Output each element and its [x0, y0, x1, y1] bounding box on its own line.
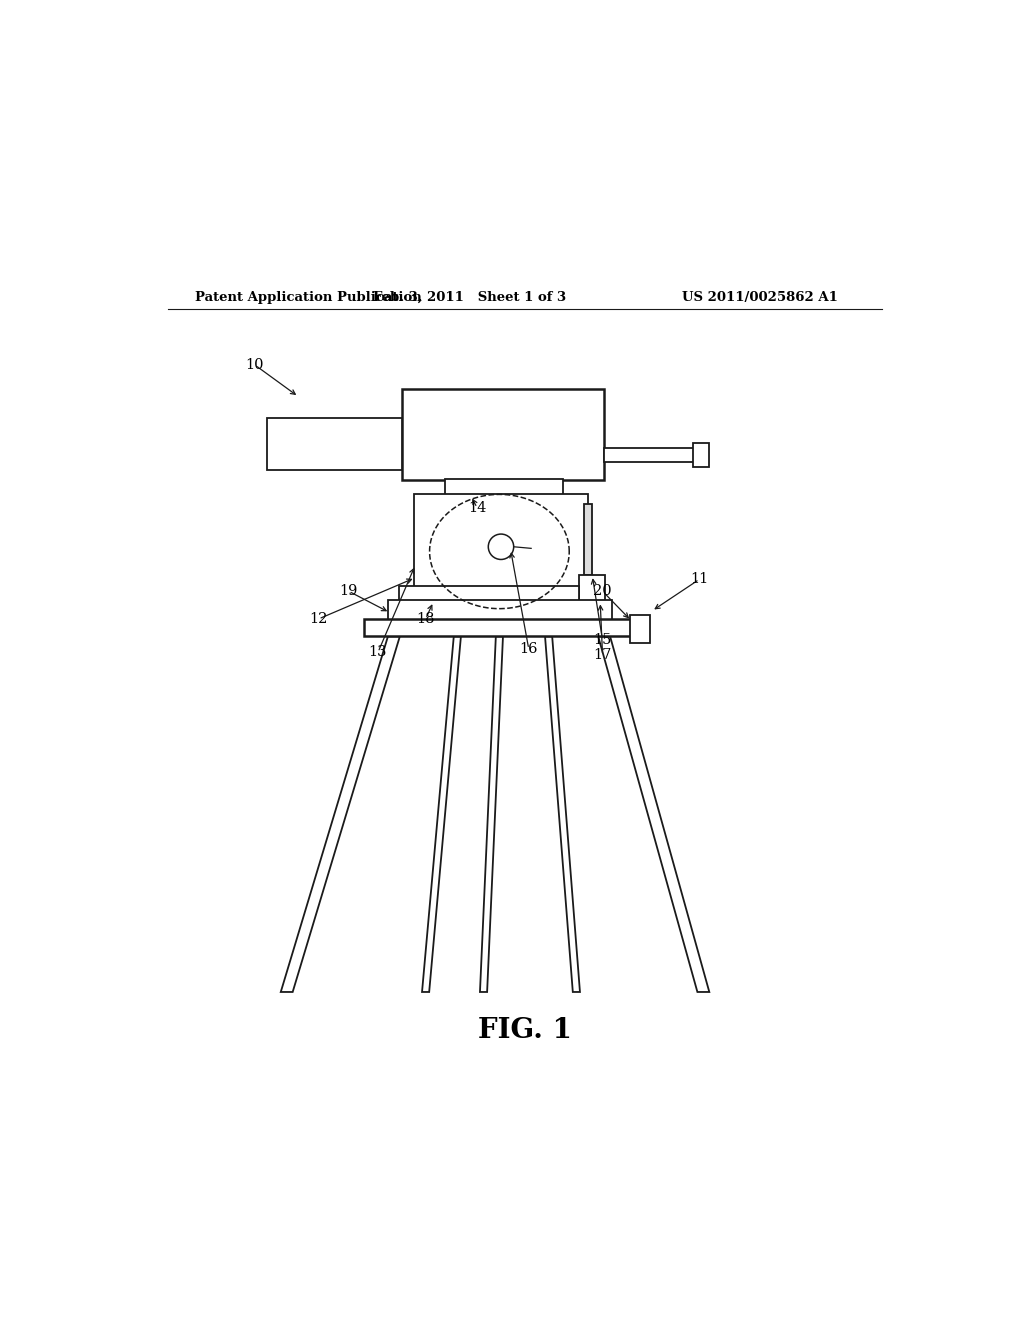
- Bar: [414, 494, 588, 587]
- Text: 17: 17: [593, 648, 611, 663]
- Polygon shape: [480, 636, 503, 991]
- Bar: [399, 586, 579, 602]
- Polygon shape: [545, 636, 580, 991]
- Text: 12: 12: [309, 612, 328, 626]
- Bar: [267, 418, 401, 470]
- Bar: [585, 504, 592, 576]
- Bar: [445, 479, 563, 496]
- Polygon shape: [598, 636, 710, 991]
- Text: Patent Application Publication: Patent Application Publication: [196, 292, 422, 304]
- Text: 14: 14: [468, 500, 486, 515]
- Text: 19: 19: [339, 585, 357, 598]
- Text: US 2011/0025862 A1: US 2011/0025862 A1: [682, 292, 839, 304]
- Bar: [604, 447, 695, 462]
- Text: FIG. 1: FIG. 1: [478, 1016, 571, 1044]
- Text: 20: 20: [593, 585, 612, 598]
- Text: Feb. 3, 2011   Sheet 1 of 3: Feb. 3, 2011 Sheet 1 of 3: [373, 292, 566, 304]
- Polygon shape: [422, 636, 461, 991]
- Bar: [388, 599, 612, 620]
- Polygon shape: [281, 636, 399, 991]
- Text: 15: 15: [593, 634, 611, 647]
- Bar: [365, 619, 636, 636]
- Text: 18: 18: [417, 612, 435, 626]
- Text: 16: 16: [519, 642, 538, 656]
- Bar: [579, 574, 605, 602]
- Text: 11: 11: [690, 573, 709, 586]
- Text: 13: 13: [369, 645, 387, 659]
- Bar: [693, 442, 709, 466]
- Bar: [630, 615, 650, 643]
- Bar: [401, 389, 604, 480]
- Text: 10: 10: [246, 358, 264, 372]
